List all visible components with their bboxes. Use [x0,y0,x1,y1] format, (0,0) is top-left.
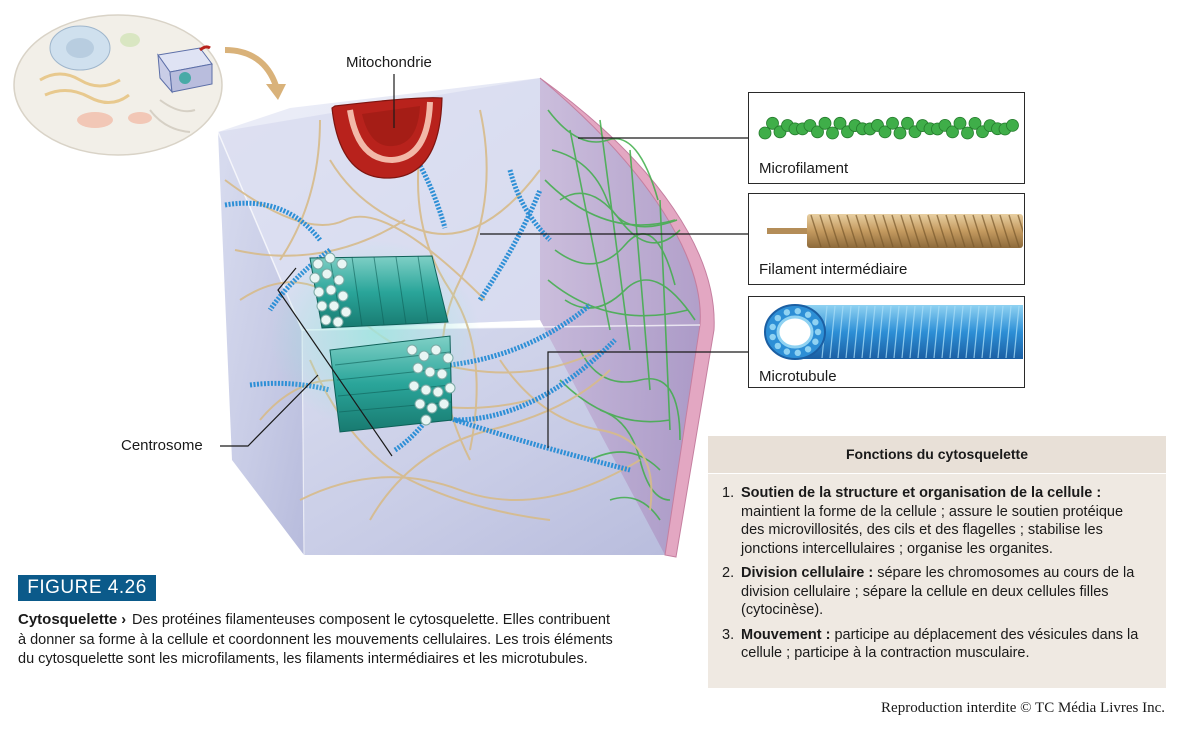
panel-microtubule: Microtubule [748,296,1025,388]
figure-tag: FIGURE 4.26 [18,575,156,601]
centrosome-bracket [277,267,393,457]
leader-lines [220,74,748,457]
copyright-notice: Reproduction interdite © TC Média Livres… [881,700,1165,716]
label-mitochondrie: Mitochondrie [346,54,432,71]
cell-thumbnail [13,14,286,156]
panel-filament-intermediaire: Filament intermédiaire [748,193,1025,285]
function-title: Division cellulaire : [741,565,874,581]
label-filament-intermediaire: Filament intermédiaire [759,261,908,278]
caption-arrow: › [121,612,127,628]
function-item: 2. Division cellulaire : sépare les chro… [722,564,1150,620]
leader-centrosome [220,374,319,447]
thumbnail-zoom-cube [157,45,213,94]
function-description: maintient la forme de la cellule ; assur… [741,503,1124,557]
function-text: Soutien de la structure et organisation … [741,484,1150,558]
function-title: Soutien de la structure et organisation … [741,485,1102,501]
centrosome [270,240,480,433]
functions-heading: Fonctions du cytosquelette [708,436,1166,474]
function-number: 1. [722,485,735,501]
function-number: 2. [722,565,735,581]
label-centrosome: Centrosome [121,437,203,454]
functions-box: Fonctions du cytosquelette 1. Soutien de… [708,436,1166,688]
function-item: 3. Mouvement : participe au déplacement … [722,626,1150,663]
figure-title: Cytosquelette [18,611,118,628]
leader-microtubule [547,351,748,448]
intermediate-filament-detail [767,214,1023,248]
caption-text: Des protéines filamenteuses composent le… [18,612,613,667]
microfilament-detail [758,116,1019,140]
function-description: sépare les chromosomes au cours de la di… [741,565,1135,618]
function-text: Division cellulaire : sépare les chromos… [741,564,1150,620]
function-item: 1. Soutien de la structure et organisati… [722,484,1150,558]
function-text: Mouvement : participe au déplacement des… [741,626,1150,663]
figure-caption: Cytosquelette › Des protéines filamenteuse… [18,610,618,670]
function-number: 3. [722,626,735,643]
functions-list: 1. Soutien de la structure et organisati… [708,474,1166,663]
plasma-membrane [539,77,715,558]
label-microtubule: Microtubule [759,368,837,385]
label-microfilament: Microfilament [759,160,849,177]
mitochondria [331,97,443,179]
microtubule-detail [764,304,1023,360]
panel-microfilament: Microfilament [748,92,1025,184]
microfilament-mesh [544,109,696,521]
centriole-tubule-ends [309,252,456,426]
function-title: Mouvement : [741,626,831,643]
function-description: participe au déplacement des vésicules d… [741,626,1139,662]
